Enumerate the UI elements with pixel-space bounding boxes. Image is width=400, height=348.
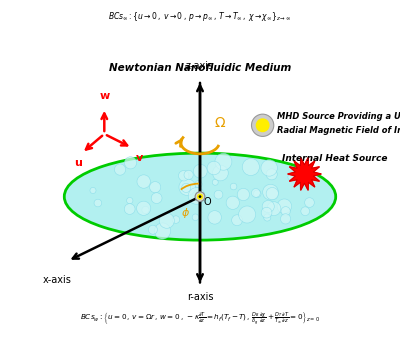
- Circle shape: [262, 200, 274, 213]
- Circle shape: [252, 114, 274, 136]
- Circle shape: [124, 204, 135, 214]
- Circle shape: [148, 225, 158, 234]
- Circle shape: [207, 161, 221, 175]
- Circle shape: [142, 206, 149, 214]
- Text: Internal Heat Source: Internal Heat Source: [282, 154, 387, 163]
- Text: r-axis: r-axis: [187, 292, 213, 302]
- Circle shape: [232, 215, 242, 226]
- Circle shape: [192, 214, 199, 221]
- Text: $\phi$: $\phi$: [181, 206, 190, 220]
- Circle shape: [280, 214, 291, 224]
- Circle shape: [179, 179, 196, 196]
- Ellipse shape: [64, 153, 336, 240]
- Text: w: w: [99, 91, 110, 101]
- Circle shape: [159, 213, 174, 228]
- Circle shape: [267, 202, 281, 216]
- Circle shape: [197, 193, 203, 200]
- Circle shape: [305, 198, 314, 207]
- Circle shape: [182, 183, 191, 192]
- Circle shape: [214, 190, 223, 199]
- Circle shape: [199, 195, 201, 198]
- Text: $BCs_{\infty}:\{u\rightarrow 0\,,\,v\rightarrow 0\,,\,p\rightarrow p_{\infty}\,,: $BCs_{\infty}:\{u\rightarrow 0\,,\,v\rig…: [108, 10, 292, 23]
- Circle shape: [254, 190, 261, 198]
- Circle shape: [226, 196, 240, 209]
- Text: $\Omega$: $\Omega$: [214, 116, 226, 130]
- Circle shape: [208, 211, 222, 224]
- Circle shape: [237, 188, 250, 201]
- Circle shape: [90, 188, 96, 193]
- Circle shape: [94, 199, 102, 207]
- Circle shape: [212, 179, 218, 185]
- Circle shape: [264, 214, 271, 221]
- Polygon shape: [288, 158, 321, 190]
- Circle shape: [178, 171, 189, 181]
- Circle shape: [126, 197, 133, 204]
- Circle shape: [239, 206, 256, 223]
- Circle shape: [124, 157, 136, 169]
- Circle shape: [242, 158, 259, 175]
- Text: O: O: [204, 197, 211, 207]
- Text: v: v: [136, 153, 143, 163]
- Circle shape: [184, 170, 193, 180]
- Circle shape: [212, 165, 228, 181]
- Text: Radial Magnetic Field of Intensity B: Radial Magnetic Field of Intensity B: [276, 126, 400, 135]
- Circle shape: [172, 216, 180, 223]
- Circle shape: [151, 193, 162, 204]
- Circle shape: [154, 223, 171, 239]
- Circle shape: [266, 188, 278, 200]
- Circle shape: [136, 201, 151, 215]
- Circle shape: [252, 189, 260, 197]
- Circle shape: [256, 118, 270, 132]
- Circle shape: [277, 199, 292, 214]
- Circle shape: [281, 207, 290, 216]
- Circle shape: [230, 183, 237, 190]
- Circle shape: [150, 182, 161, 193]
- Circle shape: [215, 153, 232, 170]
- Circle shape: [195, 192, 205, 201]
- Text: MHD Source Providing a Uniform: MHD Source Providing a Uniform: [276, 112, 400, 121]
- Circle shape: [188, 188, 205, 204]
- Circle shape: [301, 207, 310, 215]
- Text: $BCs_w:\left\{u=0\,,\,v=\Omega r\,,\,w=0\,,\,-\kappa\frac{\partial T}{\partial z: $BCs_w:\left\{u=0\,,\,v=\Omega r\,,\,w=0…: [80, 311, 320, 329]
- Text: Newtonian Nanofluidic Medium: Newtonian Nanofluidic Medium: [109, 63, 291, 73]
- Circle shape: [193, 164, 207, 178]
- Circle shape: [137, 175, 150, 188]
- Circle shape: [114, 164, 126, 175]
- Circle shape: [261, 160, 277, 176]
- Text: x-axis: x-axis: [43, 275, 72, 285]
- Circle shape: [263, 184, 278, 200]
- Text: u: u: [74, 158, 82, 168]
- Text: z-axis: z-axis: [186, 61, 214, 71]
- Circle shape: [266, 169, 277, 180]
- Circle shape: [261, 207, 272, 218]
- Circle shape: [288, 174, 294, 180]
- Circle shape: [195, 181, 202, 188]
